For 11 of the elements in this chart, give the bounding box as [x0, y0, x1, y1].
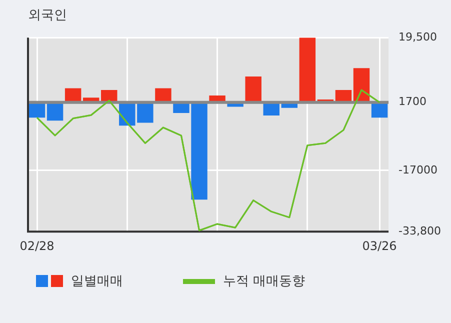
x-tick-label: 02/28 [20, 238, 54, 253]
y-tick-label: 1700 [398, 95, 427, 108]
x-tick-label: 03/26 [362, 238, 397, 253]
bar [245, 76, 262, 102]
chart-title: 외국인 [28, 8, 67, 24]
legend-label: 일별매매 [71, 273, 123, 290]
bar [299, 38, 316, 102]
legend-label: 누적 매매동향 [223, 273, 306, 290]
y-tick-label: -17000 [398, 163, 438, 176]
y-tick-label: 19,500 [398, 30, 438, 44]
y-tick-label: -33,800 [398, 224, 442, 238]
